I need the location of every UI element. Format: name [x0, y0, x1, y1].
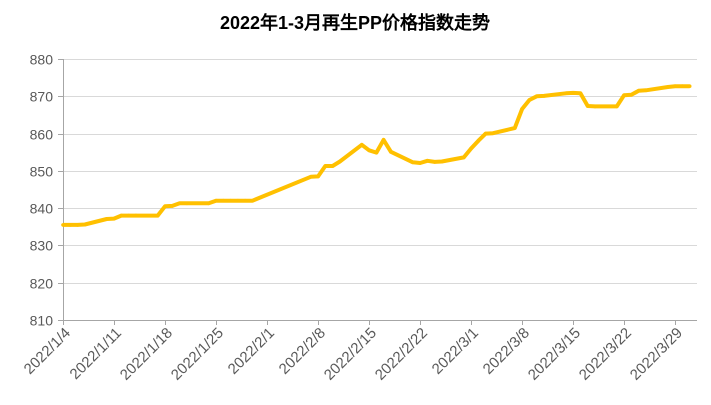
data-point [330, 164, 335, 168]
data-point [622, 93, 626, 97]
data-point [440, 159, 444, 164]
data-point [578, 91, 583, 96]
data-point [644, 88, 648, 93]
data-point [155, 213, 160, 218]
data-point [163, 204, 167, 209]
data-point [483, 131, 488, 136]
data-point [206, 201, 211, 206]
data-point [432, 160, 437, 164]
data-point [119, 213, 124, 218]
data-point [389, 150, 393, 154]
data-point [126, 213, 131, 218]
y-tick-label: 850 [30, 163, 54, 179]
data-point [527, 98, 532, 102]
data-point [214, 198, 218, 203]
series-layer [61, 84, 692, 227]
data-point [104, 217, 109, 221]
data-point [680, 84, 685, 88]
chart-title: 2022年1-3月再生PP价格指数走势 [220, 12, 490, 33]
data-point [571, 91, 575, 95]
y-tick-label: 810 [30, 312, 54, 328]
data-point [673, 84, 677, 88]
data-point [636, 88, 641, 93]
data-point [170, 204, 175, 208]
y-tick-label: 870 [30, 88, 54, 104]
data-point [593, 104, 597, 109]
data-point [425, 159, 430, 163]
data-point [221, 198, 226, 203]
data-point [564, 91, 568, 96]
data-point [469, 146, 473, 151]
y-tick-label: 840 [30, 200, 54, 216]
data-point [542, 94, 546, 98]
data-point [476, 138, 481, 143]
data-point [338, 159, 342, 164]
data-point [185, 201, 189, 206]
data-point [243, 198, 247, 203]
data-point [236, 198, 240, 203]
data-point [418, 161, 422, 165]
data-point [585, 104, 590, 108]
data-point [316, 174, 320, 179]
data-point [134, 213, 138, 218]
data-point [629, 93, 634, 97]
gridlines [63, 59, 697, 284]
data-point [513, 126, 517, 130]
y-tick-label: 820 [30, 275, 54, 291]
data-point [309, 175, 313, 179]
data-point [250, 198, 255, 203]
data-point [615, 104, 619, 109]
data-point [374, 150, 379, 155]
data-point [228, 198, 233, 203]
data-point [177, 201, 182, 206]
y-tick-label: 830 [30, 237, 54, 253]
data-point [61, 223, 65, 227]
data-point [323, 164, 328, 168]
data-point [75, 223, 80, 227]
data-point [462, 155, 466, 160]
data-point [68, 223, 73, 227]
data-point [687, 84, 692, 88]
data-point [666, 85, 670, 89]
data-point [367, 148, 371, 153]
y-axis-labels: 810 820 830 840 850 860 870 880 [30, 51, 54, 328]
data-point [381, 138, 386, 142]
data-point [491, 131, 495, 135]
y-tick-label: 880 [30, 51, 54, 67]
data-point [360, 143, 364, 147]
data-point [112, 216, 116, 221]
y-tick-label: 860 [30, 126, 54, 142]
axes [58, 59, 697, 325]
data-point [411, 160, 415, 165]
data-point [534, 94, 539, 99]
data-point [83, 222, 87, 227]
data-point [520, 107, 524, 111]
